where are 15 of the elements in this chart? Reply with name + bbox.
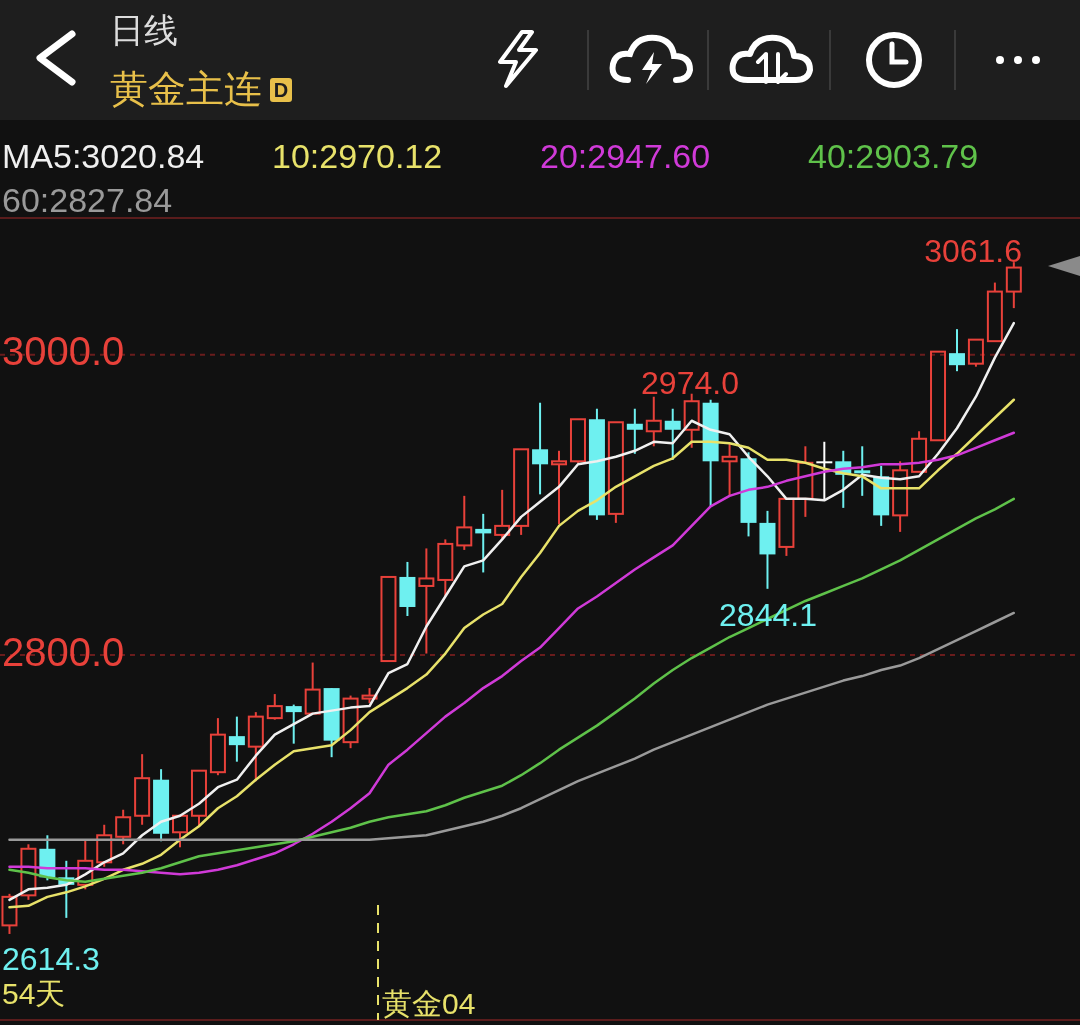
text: 20:2947.60 [540, 137, 711, 175]
chart-subtitle: 日线 [110, 11, 178, 49]
annotation: 2614.3 [2, 941, 100, 977]
text: 40:2903.79 [808, 137, 979, 175]
y-tick-label: 3000.0 [2, 329, 125, 374]
chart-title: 黄金主连 [110, 68, 262, 110]
annotation: 3061.6 [924, 233, 1022, 269]
annotation: 黄金04 [382, 987, 476, 1020]
text: MA5:3020.84 [2, 137, 205, 175]
annotation: 2974.0 [641, 365, 739, 401]
text: 10:2970.12 [272, 137, 443, 175]
annotation: 54天 [2, 977, 66, 1010]
y-tick-label: 2800.0 [2, 629, 125, 674]
text: 60:2827.84 [2, 181, 173, 219]
text: D [273, 79, 289, 101]
